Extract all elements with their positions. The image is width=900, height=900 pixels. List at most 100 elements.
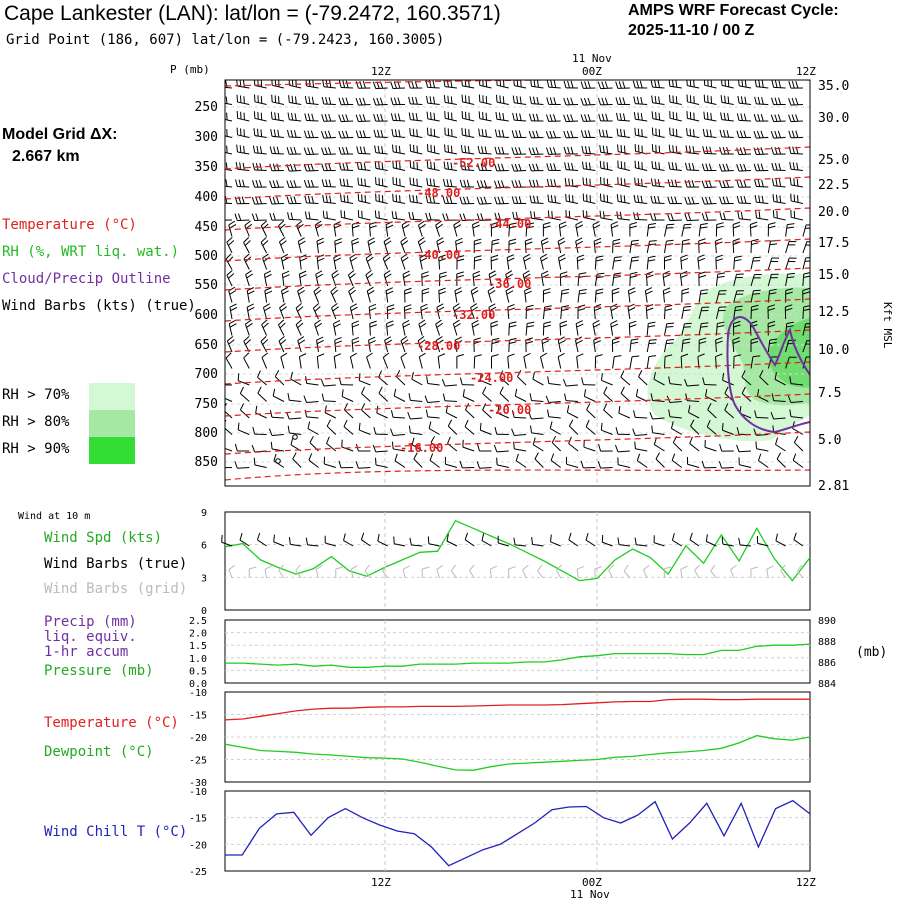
wind-barb — [295, 570, 302, 579]
wind-barb-feather — [498, 129, 501, 137]
wind-barb-feather — [424, 395, 429, 403]
wind-barb-feather — [304, 211, 308, 219]
wind-barb — [715, 274, 719, 287]
wind-barb-feather — [395, 194, 398, 202]
wind-barb — [548, 217, 561, 221]
wind-barb — [687, 117, 700, 122]
wind-barb — [576, 356, 579, 369]
wind-barb-feather — [650, 178, 654, 186]
wind-barb — [681, 307, 685, 320]
wind-barb-feather — [465, 403, 470, 411]
wind-barb-feather — [219, 161, 220, 168]
wind-barb — [600, 151, 613, 155]
wind-barb-feather — [481, 146, 484, 154]
wind-barb — [427, 134, 440, 138]
wind-barb-feather — [535, 147, 539, 155]
wind-barb-feather — [671, 453, 676, 461]
wind-barb-feather — [549, 163, 553, 171]
wind-barb — [635, 448, 648, 452]
wind-barb-feather — [272, 196, 276, 205]
wind-barb-feather — [292, 452, 297, 460]
wind-barb-feather — [439, 275, 447, 278]
wind-chill-label: Wind Chill T (°C) — [44, 824, 187, 840]
wind-barb-feather — [487, 286, 495, 292]
wind-barb — [671, 428, 683, 435]
wind-barb — [531, 432, 544, 435]
wind-barb — [364, 570, 371, 579]
wind-barb-feather — [579, 272, 587, 275]
wind-barb-feather — [278, 220, 285, 227]
kft-tick-label: 17.5 — [818, 236, 849, 251]
wind-barb-feather — [350, 352, 358, 358]
wind-barb-feather — [322, 80, 325, 87]
wind-barb-feather — [736, 113, 740, 121]
wind-barb-feather — [234, 461, 238, 469]
wind-barb — [721, 186, 734, 189]
wind-barb-feather — [256, 128, 259, 137]
wind-barb-feather — [378, 211, 380, 219]
wind-barb-feather — [736, 130, 740, 138]
wind-barb-feather — [402, 224, 410, 229]
wind-barb-feather — [634, 127, 636, 136]
wind-barb — [410, 201, 423, 204]
wind-barb-feather — [615, 427, 619, 435]
wind-barb — [540, 356, 544, 369]
wind-barb — [316, 356, 319, 369]
wind-barb — [576, 568, 579, 579]
wind-barb — [410, 399, 423, 402]
wind-barb-feather — [769, 341, 777, 345]
wind-barb — [780, 570, 787, 579]
wind-barb — [525, 323, 528, 336]
cross-section-frame — [224, 79, 811, 487]
wind-barb-feather — [643, 564, 650, 571]
wind-barb-feather — [666, 342, 674, 345]
wind-barb — [462, 134, 475, 138]
wind-barb — [558, 224, 562, 237]
wind-barb-feather — [280, 306, 287, 312]
wind-barb-feather — [627, 303, 635, 308]
wind-barb-feather — [663, 290, 671, 295]
wind-barb-feather — [755, 441, 758, 449]
wind-barb-feather — [612, 337, 620, 341]
wind-barb-feather — [717, 272, 726, 275]
wind-barb-feather — [622, 81, 626, 89]
wind-barb-feather — [551, 211, 553, 219]
wind-barb-feather — [290, 437, 294, 445]
wind-barb-feather — [430, 435, 435, 443]
wind-barb — [297, 340, 302, 353]
wind-barb-feather — [547, 376, 550, 384]
wind-barb-feather — [393, 388, 397, 397]
wind-barb-feather — [594, 307, 602, 312]
wind-barb-feather — [757, 96, 761, 105]
isotherm-line — [225, 267, 810, 291]
wind-barb-feather — [536, 195, 539, 204]
wind-barb — [722, 543, 734, 547]
wind-barb-feather — [228, 319, 236, 325]
wind-barb-feather — [612, 287, 620, 291]
wind-barb-feather — [702, 146, 705, 154]
wind-barb-feather — [341, 114, 346, 122]
wind-barb-feather — [343, 533, 346, 541]
wind-barb-feather — [408, 425, 411, 433]
wind-barb-feather — [427, 536, 430, 544]
wind-barb-feather — [620, 386, 625, 394]
wind-barb-feather — [359, 114, 363, 122]
wind-barb-feather — [345, 80, 349, 88]
wind-barb — [278, 570, 285, 579]
wind-barb — [749, 323, 752, 336]
wind-barb — [341, 216, 354, 221]
wind-barb — [515, 544, 527, 547]
wind-barb — [324, 463, 336, 468]
wind-barb-feather — [584, 114, 588, 122]
wind-barb-feather — [320, 131, 325, 139]
isotherm-line — [225, 469, 810, 481]
wind-barb — [687, 134, 700, 138]
wind-barb-feather — [722, 146, 726, 155]
wind-barb-feather — [796, 162, 799, 171]
wind-barb-feather — [680, 257, 689, 262]
wind-barb — [462, 169, 475, 171]
wind-barb — [652, 102, 665, 105]
wind-barb — [733, 274, 737, 287]
wind-barb-feather — [758, 80, 761, 88]
wind-barb-feather — [671, 162, 674, 170]
